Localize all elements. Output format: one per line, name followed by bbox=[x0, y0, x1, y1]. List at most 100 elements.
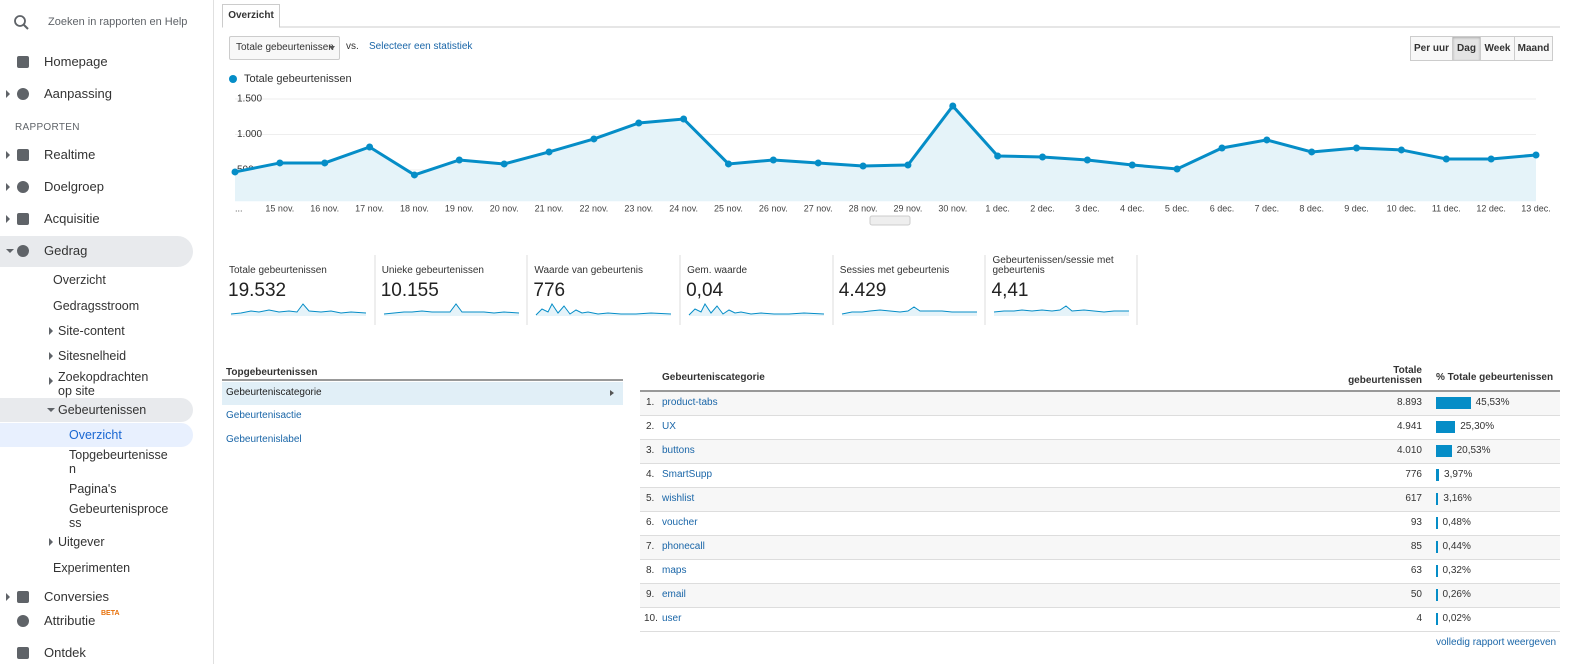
dimension-link[interactable]: Gebeurteniscategorie bbox=[226, 387, 322, 398]
data-point bbox=[904, 161, 912, 169]
row-rank: 9. bbox=[646, 589, 655, 600]
tab[interactable]: Overzicht bbox=[222, 4, 280, 28]
nav-item[interactable]: Overzicht bbox=[53, 273, 106, 287]
dimension-link[interactable]: Gebeurtenisactie bbox=[226, 410, 302, 421]
row-pct: 20,53% bbox=[1456, 445, 1491, 456]
nav-item[interactable]: Attributie bbox=[44, 613, 96, 628]
nav-item[interactable]: Zoekopdrachten op site bbox=[58, 370, 149, 398]
sparkline bbox=[535, 303, 672, 316]
compare-link[interactable]: Selecteer een statistiek bbox=[369, 41, 473, 52]
row-bar bbox=[1436, 469, 1440, 481]
data-point bbox=[1532, 151, 1540, 159]
column-header: % Totale gebeurtenissen bbox=[1436, 372, 1554, 383]
data-point bbox=[769, 156, 777, 164]
metric-label: Gebeurtenissen/sessie met gebeurtenis bbox=[992, 255, 1114, 276]
x-tick-label: 7 dec. bbox=[1255, 203, 1280, 213]
x-tick-label: 9 dec. bbox=[1344, 203, 1369, 213]
x-tick-label: 16 nov. bbox=[310, 203, 339, 213]
data-point bbox=[1263, 136, 1271, 144]
row-name[interactable]: phonecall bbox=[662, 541, 705, 552]
period-button[interactable]: Dag bbox=[1452, 36, 1481, 61]
nav-selected bbox=[0, 423, 193, 447]
row-name[interactable]: wishlist bbox=[662, 493, 695, 504]
period-button[interactable]: Per uur bbox=[1410, 36, 1453, 61]
nav-item[interactable]: Overzicht bbox=[69, 428, 122, 442]
row-name[interactable]: user bbox=[662, 613, 682, 624]
nav-item[interactable]: Gebeurtenisprocess bbox=[69, 502, 169, 530]
nav-item[interactable]: Site-content bbox=[58, 324, 125, 338]
x-tick-label: ... bbox=[235, 203, 243, 213]
nav-item[interactable]: Gedragsstroom bbox=[53, 299, 140, 313]
nav-item[interactable]: Gedrag bbox=[44, 243, 88, 258]
nav-item[interactable]: Realtime bbox=[44, 147, 96, 162]
data-point bbox=[859, 162, 867, 170]
table-row bbox=[640, 464, 1560, 488]
row-name[interactable]: buttons bbox=[662, 445, 695, 456]
nav-item[interactable]: Pagina's bbox=[69, 482, 117, 496]
row-total: 93 bbox=[1410, 517, 1422, 528]
row-name[interactable]: UX bbox=[662, 421, 676, 432]
table-row bbox=[640, 608, 1560, 632]
data-point bbox=[366, 143, 374, 151]
x-tick-label: 5 dec. bbox=[1165, 203, 1190, 213]
row-rank: 4. bbox=[646, 469, 655, 480]
nav-caret bbox=[6, 151, 10, 159]
row-pct: 45,53% bbox=[1475, 397, 1510, 408]
dimension-link[interactable]: Gebeurtenislabel bbox=[226, 434, 302, 445]
nav-item[interactable]: Doelgroep bbox=[44, 179, 104, 194]
nav-item[interactable]: Homepage bbox=[44, 54, 108, 69]
nav-icon bbox=[17, 181, 29, 193]
row-name[interactable]: email bbox=[662, 589, 686, 600]
row-name[interactable]: voucher bbox=[662, 517, 698, 528]
nav-item[interactable]: Conversies bbox=[44, 589, 110, 604]
row-name[interactable]: product-tabs bbox=[662, 397, 718, 408]
y-tick-label: 1.000 bbox=[237, 129, 262, 140]
nav-item[interactable]: Experimenten bbox=[53, 561, 131, 575]
x-tick-label: 13 dec. bbox=[1521, 203, 1551, 213]
x-tick-label: 25 nov. bbox=[714, 203, 743, 213]
nav-item[interactable]: Topgebeurtenissen bbox=[69, 448, 168, 476]
nav-item[interactable]: Acquisitie bbox=[44, 211, 100, 226]
metric-select[interactable]: Totale gebeurtenissen bbox=[229, 36, 340, 60]
top-events-title: Topgebeurtenissen bbox=[226, 367, 318, 378]
nav-icon bbox=[17, 213, 29, 225]
data-point bbox=[1039, 153, 1047, 161]
nav-item[interactable]: Sitesnelheid bbox=[58, 349, 127, 363]
nav-item[interactable]: Uitgever bbox=[58, 535, 105, 549]
row-total: 4.010 bbox=[1396, 445, 1422, 456]
full-report-link[interactable]: volledig rapport weergeven bbox=[1436, 637, 1557, 648]
row-rank: 2. bbox=[646, 421, 655, 432]
row-name[interactable]: maps bbox=[662, 565, 687, 576]
nav-item[interactable]: Gebeurtenissen bbox=[58, 403, 147, 417]
row-total: 776 bbox=[1405, 469, 1422, 480]
sparklines bbox=[230, 303, 1129, 316]
search-placeholder[interactable]: Zoeken in rapporten en Help bbox=[48, 16, 188, 28]
nav-icon bbox=[17, 647, 29, 659]
nav-icon bbox=[17, 56, 29, 68]
metric-value: 4,41 bbox=[991, 280, 1029, 301]
table-row bbox=[640, 584, 1560, 608]
table-row bbox=[640, 536, 1560, 560]
metric-label: Gem. waarde bbox=[687, 265, 748, 276]
nav-icon bbox=[17, 149, 29, 161]
data-point bbox=[1397, 146, 1405, 154]
x-tick-label: 2 dec. bbox=[1030, 203, 1055, 213]
nav-item[interactable]: Aanpassing bbox=[44, 86, 112, 101]
table-row bbox=[640, 440, 1560, 464]
row-pct: 0,44% bbox=[1442, 541, 1471, 552]
period-button[interactable]: Maand bbox=[1514, 36, 1553, 61]
data-point bbox=[545, 148, 553, 156]
x-tick-label: 15 nov. bbox=[265, 203, 294, 213]
line bbox=[234, 103, 1537, 177]
x-tick-label: 24 nov. bbox=[669, 203, 698, 213]
row-bar bbox=[1436, 421, 1456, 433]
sparkline bbox=[688, 303, 825, 316]
nav-icon bbox=[17, 245, 29, 257]
nav-item[interactable]: Ontdek bbox=[44, 645, 86, 660]
sidebar bbox=[0, 0, 214, 664]
metric-value: 10.155 bbox=[380, 280, 439, 301]
period-button[interactable]: Week bbox=[1480, 36, 1515, 61]
row-bar bbox=[1436, 517, 1438, 529]
row-name[interactable]: SmartSupp bbox=[662, 469, 713, 480]
